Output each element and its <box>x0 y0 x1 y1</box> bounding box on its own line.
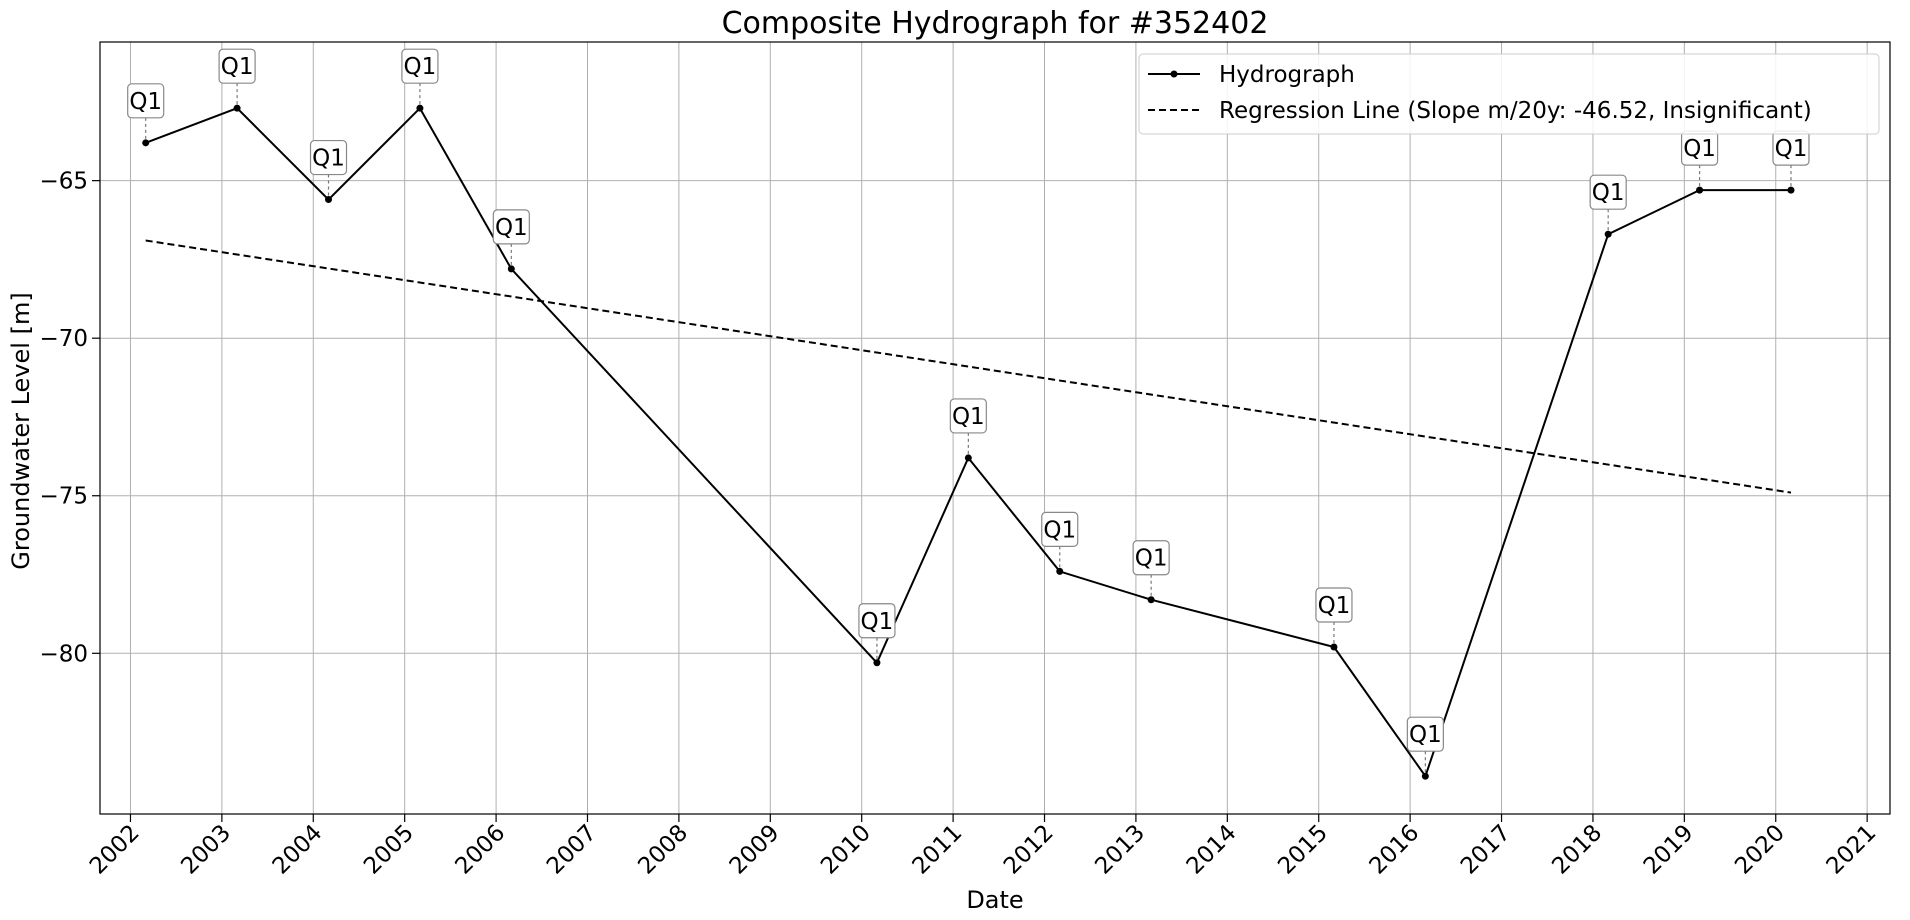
hydrograph-point <box>416 104 424 112</box>
q-annotation: Q1 <box>127 83 165 139</box>
annotation-label: Q1 <box>129 89 162 115</box>
x-tick-label: 2006 <box>451 820 511 880</box>
hydrograph-point <box>1787 186 1795 194</box>
hydrograph-line <box>145 106 1791 779</box>
annotation-box <box>858 603 896 639</box>
hydrograph-point <box>873 659 881 667</box>
q-annotation: Q1 <box>858 603 896 659</box>
q-annotation: Q1 <box>1132 540 1170 596</box>
x-axis-label: Date <box>966 886 1023 914</box>
legend-hydrograph-label: Hydrograph <box>1219 62 1355 88</box>
x-tick-label: 2010 <box>816 820 876 880</box>
annotation-label: Q1 <box>404 54 437 80</box>
hydrograph-point <box>233 104 241 112</box>
q-annotation: Q1 <box>1041 511 1079 568</box>
x-tick-label: 2003 <box>176 820 236 880</box>
x-tick-label: 2007 <box>542 820 602 880</box>
y-axis-label: Groundwater Level [m] <box>7 292 35 569</box>
y-tick-label: −80 <box>39 641 88 667</box>
hydrograph-point <box>964 454 972 462</box>
annotation-box <box>127 83 165 119</box>
annotation-label: Q1 <box>1683 136 1716 162</box>
annotation-layer: Q1 Q1 Q1 Q1 Q1 Q1 Q1 Q1 Q1 Q1 Q1 Q1 Q1 Q1 <box>127 48 1810 773</box>
annotation-box <box>1315 587 1353 623</box>
q-annotation: Q1 <box>1315 587 1353 643</box>
legend: Hydrograph Regression Line (Slope m/20y:… <box>1138 53 1880 135</box>
x-tick-label: 2014 <box>1182 820 1242 880</box>
legend-box <box>1138 53 1880 135</box>
hydrograph-point <box>1330 643 1338 651</box>
regression-line <box>145 239 1792 494</box>
series-layer <box>142 104 1795 780</box>
q-annotation: Q1 <box>1772 130 1810 187</box>
q-annotation: Q1 <box>1406 716 1444 773</box>
q-annotation: Q1 <box>492 209 530 265</box>
legend-regression-label: Regression Line (Slope m/20y: -46.52, In… <box>1219 98 1812 124</box>
x-tick-label: 2004 <box>268 820 328 880</box>
x-tick-label: 2016 <box>1365 820 1425 880</box>
q-annotation: Q1 <box>949 398 987 454</box>
annotation-label: Q1 <box>1592 180 1625 206</box>
annotation-box <box>492 209 530 245</box>
y-tick-label: −75 <box>39 484 88 510</box>
hydrograph-point <box>1056 567 1064 575</box>
annotation-label: Q1 <box>1409 722 1442 748</box>
y-tick-label: −70 <box>39 326 88 352</box>
q-annotation: Q1 <box>309 139 348 196</box>
annotation-label: Q1 <box>952 404 985 430</box>
annotation-label: Q1 <box>1135 546 1168 572</box>
x-tick-label: 2011 <box>908 820 968 880</box>
annotation-box <box>309 139 348 176</box>
annotation-box <box>1589 174 1627 210</box>
hydrograph-point <box>142 139 150 147</box>
q-annotation: Q1 <box>401 48 439 105</box>
x-tick-label: 2018 <box>1547 820 1607 880</box>
ticks-layer: 2002 2003 2004 2005 2006 2007 2008 2009 2010 2011… <box>39 169 1881 880</box>
annotation-box <box>1406 716 1444 752</box>
annotation-box <box>1132 540 1170 576</box>
x-tick-label: 2012 <box>999 820 1059 880</box>
plot-frame <box>99 41 1891 815</box>
annotation-label: Q1 <box>312 146 345 172</box>
x-tick-label: 2020 <box>1730 820 1790 880</box>
annotation-label: Q1 <box>861 609 894 635</box>
hydrograph-point <box>1696 186 1704 194</box>
q-annotation: Q1 <box>1680 130 1719 187</box>
q-annotation: Q1 <box>1589 174 1627 231</box>
x-tick-label: 2019 <box>1639 820 1699 880</box>
q-annotation: Q1 <box>218 48 256 105</box>
hydrograph-point <box>507 265 515 273</box>
annotation-box <box>1041 511 1079 547</box>
annotation-label: Q1 <box>495 215 528 241</box>
grid-layer <box>100 42 1890 814</box>
x-tick-label: 2013 <box>1090 820 1150 880</box>
x-tick-label: 2008 <box>633 820 693 880</box>
annotation-label: Q1 <box>1775 136 1808 162</box>
x-tick-label: 2017 <box>1456 820 1516 880</box>
annotation-label: Q1 <box>221 54 254 80</box>
annotation-label: Q1 <box>1318 593 1351 619</box>
annotation-box <box>949 398 987 434</box>
x-tick-label: 2015 <box>1273 820 1333 880</box>
x-tick-label: 2009 <box>725 820 785 880</box>
x-tick-label: 2005 <box>359 820 419 880</box>
x-tick-label: 2021 <box>1822 820 1882 880</box>
hydrograph-point <box>1147 596 1155 604</box>
annotation-box <box>218 48 256 84</box>
x-tick-label: 2002 <box>85 820 145 880</box>
annotation-label: Q1 <box>1043 517 1076 543</box>
legend-hydrograph-marker <box>1170 70 1178 78</box>
y-tick-label: −65 <box>39 169 88 195</box>
hydrograph-point <box>325 196 333 204</box>
annotation-box <box>401 48 439 84</box>
chart-title: Composite Hydrograph for #352402 <box>722 6 1269 41</box>
hydrograph-point <box>1604 230 1612 238</box>
hydrograph-point <box>1421 772 1429 780</box>
